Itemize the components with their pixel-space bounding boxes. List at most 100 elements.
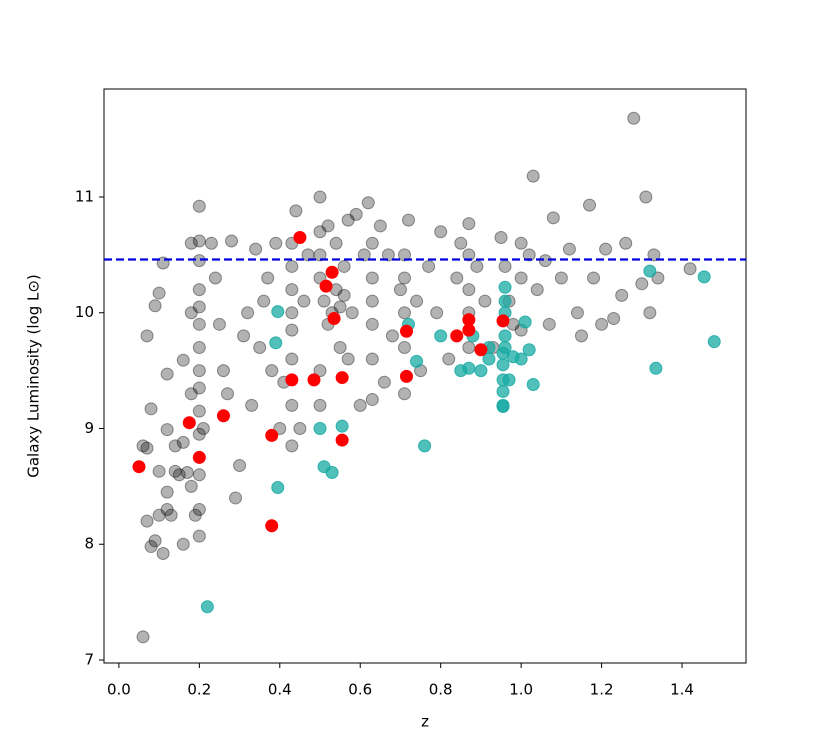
scatter-point — [587, 271, 601, 285]
scatter-point — [337, 259, 351, 273]
scatter-point — [402, 213, 416, 227]
scatter-point — [393, 283, 407, 297]
scatter-point — [470, 259, 484, 273]
scatter-point — [562, 242, 576, 256]
scatter-point — [293, 231, 307, 245]
y-axis-label: Galaxy Luminosity (log L⊙) — [25, 274, 43, 478]
scatter-point — [514, 236, 528, 250]
scatter-point — [285, 439, 299, 453]
scatter-point — [498, 294, 512, 308]
scatter-point — [434, 329, 448, 343]
scatter-point — [353, 398, 367, 412]
scatter-point — [365, 317, 379, 331]
scatter-point — [168, 439, 182, 453]
y-tick-label: 9 — [84, 419, 94, 437]
scatter-point — [184, 387, 198, 401]
scatter-point — [317, 294, 331, 308]
scatter-point — [192, 468, 206, 482]
scatter-point — [180, 465, 194, 479]
scatter-point — [619, 236, 633, 250]
scatter-point — [365, 236, 379, 250]
scatter-point — [599, 242, 613, 256]
scatter-point — [313, 190, 327, 204]
x-tick-label: 1.0 — [509, 681, 533, 699]
scatter-point — [377, 375, 391, 389]
scatter-point — [271, 305, 285, 319]
scatter-point — [697, 270, 711, 284]
scatter-point — [132, 460, 146, 474]
scatter-point — [192, 317, 206, 331]
scatter-point — [285, 373, 299, 387]
scatter-point — [152, 286, 166, 300]
scatter-point — [514, 271, 528, 285]
scatter-point — [542, 317, 556, 331]
scatter-point — [204, 236, 218, 250]
scatter-point — [397, 340, 411, 354]
scatter-point — [285, 352, 299, 366]
scatter-point — [301, 248, 315, 262]
scatter-point — [289, 204, 303, 218]
scatter-point — [462, 323, 476, 337]
scatter-point — [607, 312, 621, 326]
scatter-point — [192, 300, 206, 314]
scatter-point — [188, 508, 202, 522]
scatter-point — [192, 234, 206, 248]
scatter-point — [335, 371, 349, 385]
scatter-point — [319, 279, 333, 293]
scatter-point — [297, 294, 311, 308]
scatter-point — [148, 299, 162, 313]
scatter-point — [140, 441, 154, 455]
scatter-point — [321, 219, 335, 233]
scatter-point — [341, 352, 355, 366]
scatter-point — [615, 288, 629, 302]
scatter-point — [136, 630, 150, 644]
scatter-point — [245, 398, 259, 412]
scatter-point — [627, 111, 641, 125]
scatter-point — [335, 433, 349, 447]
scatter-point — [269, 236, 283, 250]
scatter-point — [514, 352, 528, 366]
scatter-point — [285, 398, 299, 412]
scatter-point — [253, 340, 267, 354]
scatter-point — [257, 294, 271, 308]
scatter-point — [397, 306, 411, 320]
scatter-point — [293, 421, 307, 435]
scatter-point — [496, 314, 510, 328]
scatter-point — [335, 419, 349, 433]
scatter-point — [385, 329, 399, 343]
scatter-point — [233, 459, 247, 473]
scatter-point — [357, 248, 371, 262]
scatter-point — [200, 600, 214, 614]
scatter-point — [325, 265, 339, 279]
scatter-point — [192, 450, 206, 464]
scatter-point — [176, 353, 190, 367]
scatter-point — [341, 213, 355, 227]
scatter-point — [329, 236, 343, 250]
scatter-point — [496, 358, 510, 372]
x-tick-label: 0.6 — [348, 681, 372, 699]
scatter-point — [639, 190, 653, 204]
scatter-point — [192, 364, 206, 378]
scatter-point — [220, 387, 234, 401]
scatter-point — [225, 234, 239, 248]
scatter-point — [365, 294, 379, 308]
scatter-point — [313, 225, 327, 239]
scatter-point — [164, 508, 178, 522]
scatter-point — [450, 329, 464, 343]
scatter-point — [381, 248, 395, 262]
scatter-point — [399, 324, 413, 338]
scatter-point — [285, 259, 299, 273]
scatter-point — [643, 264, 657, 278]
scatter-point — [399, 369, 413, 383]
scatter-point — [182, 416, 196, 430]
scatter-point — [554, 271, 568, 285]
y-tick-label: 7 — [84, 650, 94, 668]
scatter-point — [422, 259, 436, 273]
scatter-point — [184, 306, 198, 320]
scatter-point — [522, 248, 536, 262]
x-tick-label: 0.0 — [107, 681, 131, 699]
scatter-point — [570, 306, 584, 320]
scatter-point — [192, 254, 206, 268]
scatter-point — [418, 439, 432, 453]
